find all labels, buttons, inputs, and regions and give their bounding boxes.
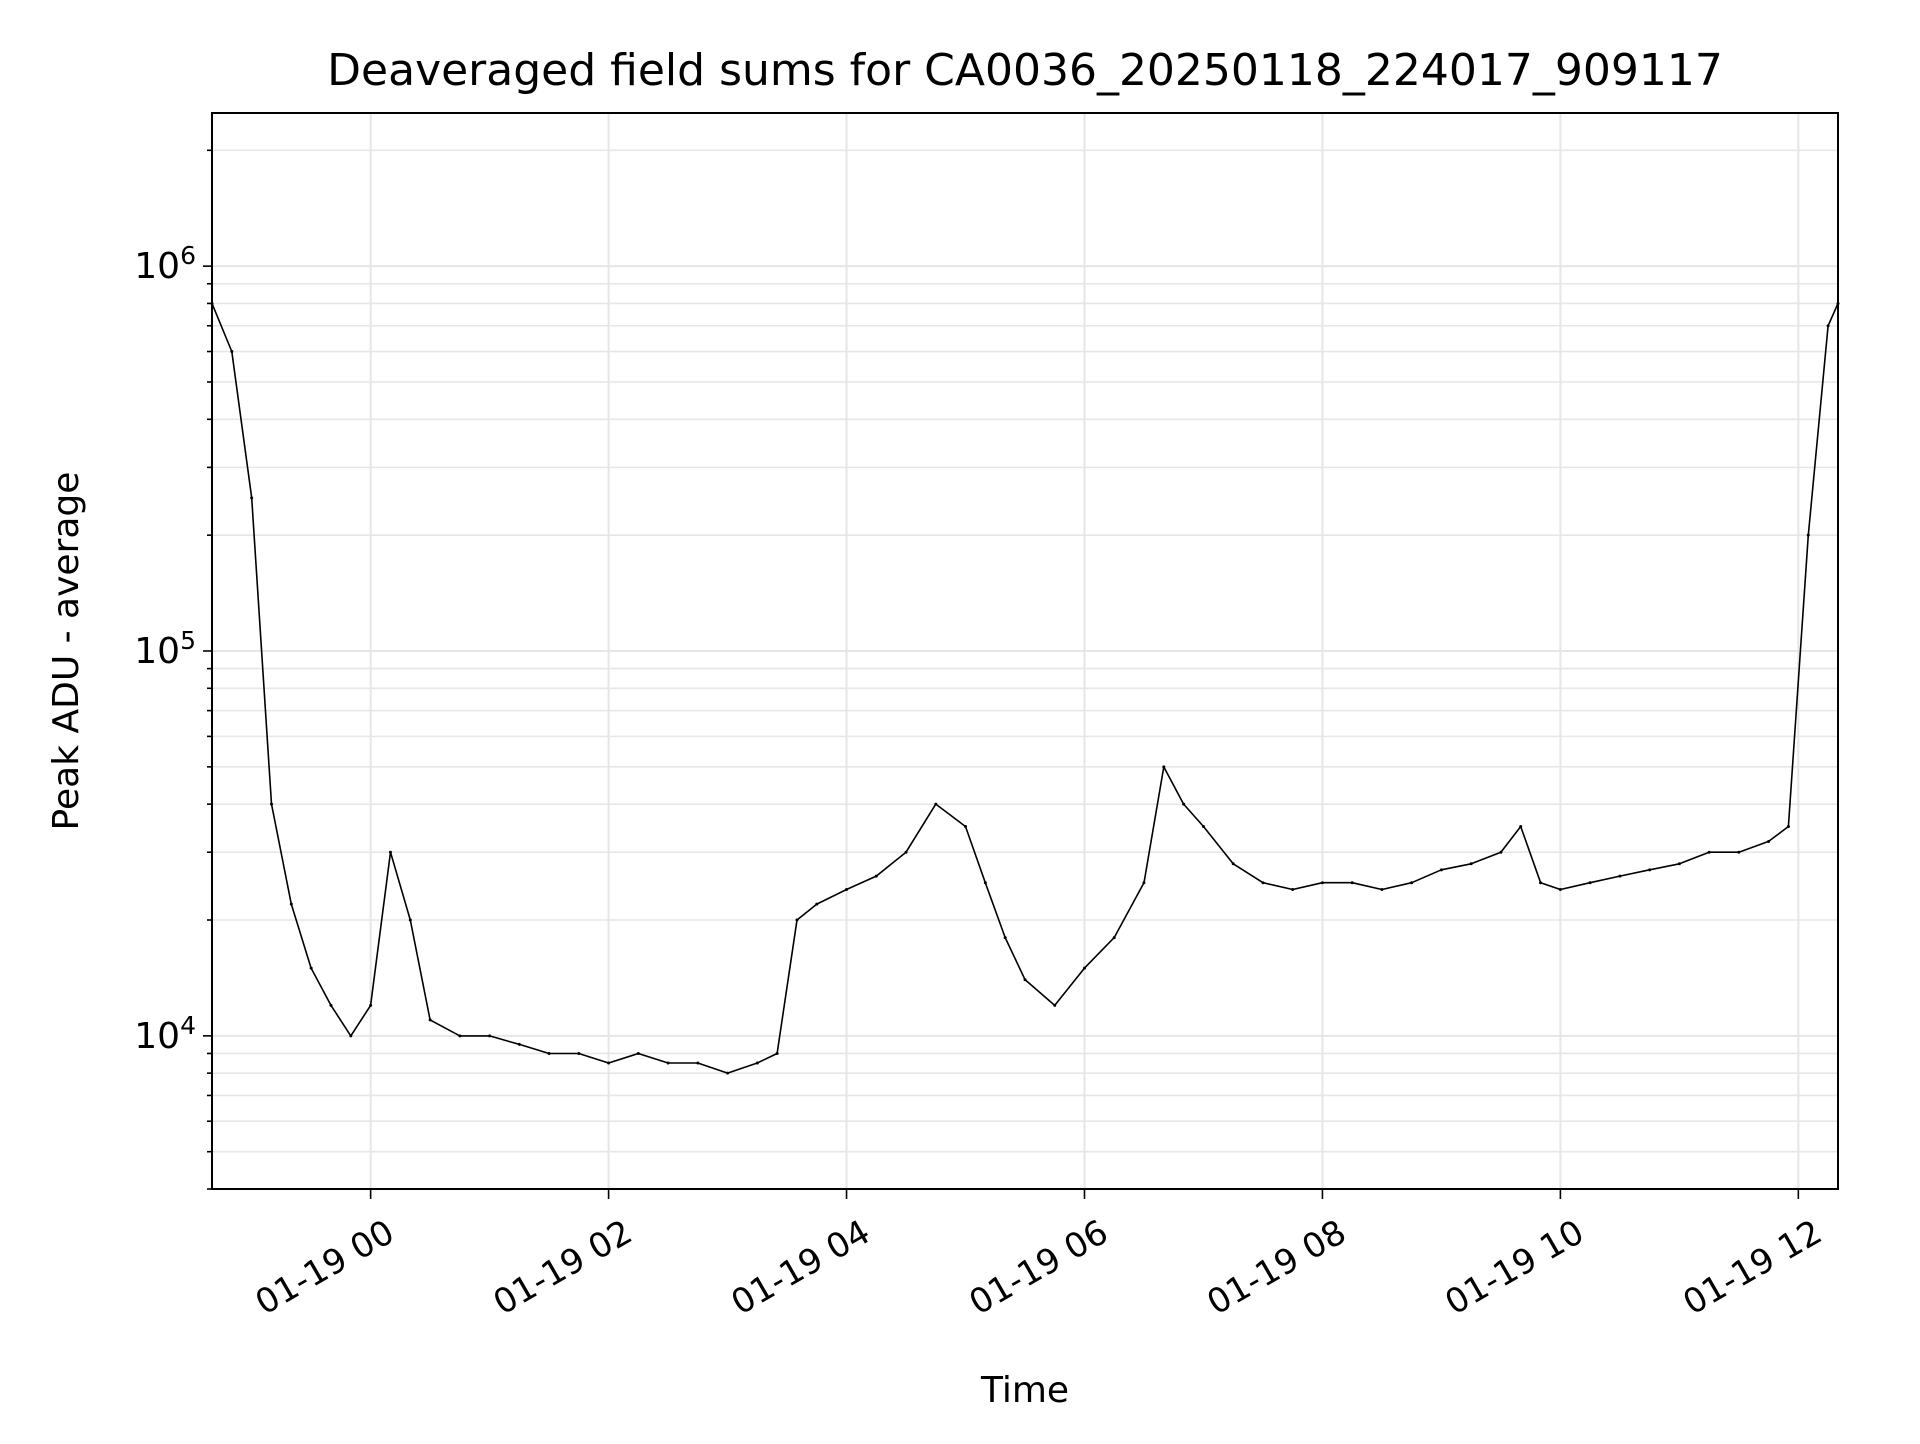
y-axis-label: Peak ADU - average	[46, 472, 87, 831]
data-point	[1539, 881, 1543, 885]
data-point	[369, 1003, 373, 1007]
data-point	[1499, 850, 1503, 854]
data-point	[1182, 802, 1186, 806]
data-point	[1677, 862, 1681, 866]
data-point	[1082, 966, 1086, 970]
data-point	[1201, 824, 1205, 828]
data-point	[1410, 881, 1414, 885]
data-point	[1737, 850, 1741, 854]
data-point	[230, 350, 234, 354]
chart-title: Deaveraged field sums for CA0036_2025011…	[327, 45, 1723, 96]
data-point	[934, 802, 938, 806]
data-point	[349, 1034, 353, 1038]
y-tick-label: 106	[134, 241, 196, 287]
data-point	[1826, 324, 1830, 328]
data-point	[636, 1051, 640, 1055]
data-point	[775, 1051, 779, 1055]
data-point	[964, 824, 968, 828]
data-point	[696, 1061, 700, 1065]
data-point	[1053, 1003, 1057, 1007]
data-point	[1648, 868, 1652, 872]
data-point	[874, 874, 878, 878]
data-point	[1162, 765, 1166, 769]
data-point	[755, 1061, 759, 1065]
data-point	[250, 496, 254, 500]
data-point	[845, 888, 849, 892]
data-point	[1519, 824, 1523, 828]
data-point	[1558, 888, 1562, 892]
data-point	[815, 902, 819, 906]
data-point	[607, 1061, 611, 1065]
data-point	[1112, 936, 1116, 940]
data-point	[1786, 824, 1790, 828]
data-point	[726, 1071, 730, 1075]
data-point	[309, 966, 313, 970]
x-axis-label: Time	[980, 1370, 1069, 1411]
data-point	[983, 881, 987, 885]
data-point	[1439, 868, 1443, 872]
y-tick-label: 104	[134, 1011, 196, 1057]
data-point	[1023, 978, 1027, 982]
data-point	[666, 1061, 670, 1065]
data-point	[1350, 881, 1354, 885]
data-point	[1469, 862, 1473, 866]
data-point	[388, 850, 392, 854]
data-point	[517, 1042, 521, 1046]
data-point	[289, 902, 293, 906]
data-point	[1291, 888, 1295, 892]
data-point	[1003, 936, 1007, 940]
data-point	[577, 1051, 581, 1055]
data-point	[329, 1003, 333, 1007]
data-point	[1806, 533, 1810, 537]
data-point	[904, 850, 908, 854]
data-point	[408, 918, 412, 922]
data-point	[795, 918, 799, 922]
data-point	[1142, 881, 1146, 885]
data-point	[1231, 862, 1235, 866]
data-point	[269, 802, 273, 806]
data-point	[1261, 881, 1265, 885]
grid-layer	[212, 113, 1838, 1190]
data-point	[1380, 888, 1384, 892]
data-point	[1767, 839, 1771, 843]
data-point	[1588, 881, 1592, 885]
data-point	[547, 1051, 551, 1055]
y-tick-label: 105	[134, 626, 196, 672]
data-point	[1707, 850, 1711, 854]
data-point	[488, 1034, 492, 1038]
data-point	[458, 1034, 462, 1038]
data-point	[428, 1018, 432, 1022]
data-point	[1320, 881, 1324, 885]
data-point	[1618, 874, 1622, 878]
